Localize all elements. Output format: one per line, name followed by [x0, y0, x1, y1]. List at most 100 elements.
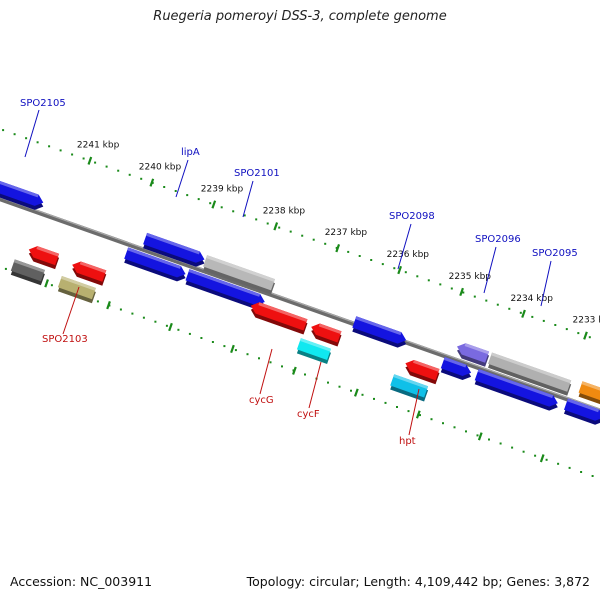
- gene-g8[interactable]: [488, 352, 572, 396]
- gene-g1[interactable]: [143, 232, 205, 267]
- gene-highlight: [146, 232, 200, 255]
- gene-highlight: [477, 369, 554, 399]
- lower-track-dot: [304, 373, 306, 376]
- gene-g2[interactable]: [124, 247, 186, 282]
- lower-track-dot: [96, 300, 99, 303]
- upper-track-dot: [519, 311, 522, 314]
- gene-body: [185, 269, 265, 306]
- lower-track-dot: [361, 393, 364, 396]
- major-tick: [459, 287, 464, 297]
- major-tick: [353, 388, 359, 397]
- gene-g3[interactable]: [203, 255, 275, 295]
- lower-track-dot: [142, 316, 145, 319]
- upper-track-dot: [197, 198, 200, 201]
- gene-highlight: [567, 398, 600, 413]
- backbone-highlight: [0, 196, 600, 410]
- tick-label-t2233: 2233 kbp: [573, 316, 600, 326]
- upper-track-dot: [393, 267, 396, 270]
- upper-track-dot: [232, 210, 235, 213]
- upper-track-dot: [186, 194, 189, 197]
- upper-track-dot: [542, 319, 545, 322]
- gene-g13[interactable]: [72, 261, 107, 286]
- lower-track-dot: [211, 341, 214, 343]
- gene-g16[interactable]: [250, 302, 308, 335]
- gene-highlight: [443, 357, 467, 368]
- lower-track-dot: [258, 357, 260, 360]
- gene-g17[interactable]: [311, 323, 342, 347]
- gene-g4[interactable]: [185, 269, 265, 310]
- lower-track-dot: [476, 434, 479, 437]
- upper-track-dot: [577, 332, 580, 335]
- gene-body: [143, 232, 205, 263]
- leader-line-g15: [62, 286, 80, 335]
- gene-label-g20[interactable]: hpt: [399, 436, 416, 447]
- gene-body: [124, 247, 186, 278]
- lower-track-dot: [580, 471, 583, 473]
- upper-track-dot: [255, 218, 258, 221]
- leader-line-g3: [242, 180, 254, 218]
- gene-body: [28, 246, 60, 266]
- major-tick: [230, 344, 235, 354]
- gene-label-g15[interactable]: SPO2103: [42, 334, 88, 345]
- upper-track-dot: [209, 202, 212, 205]
- upper-track-dot: [278, 226, 281, 229]
- tick-label-t2239: 2239 kbp: [201, 185, 244, 195]
- gene-label-g9[interactable]: SPO2095: [532, 248, 578, 259]
- gene-body: [440, 357, 472, 376]
- upper-track-dot: [554, 324, 557, 326]
- upper-track-dot: [531, 315, 534, 318]
- lower-track-dot: [453, 426, 456, 429]
- lower-track-dot: [350, 389, 352, 392]
- scale-ticks-layer: [2, 129, 594, 477]
- gene-g9[interactable]: [474, 369, 558, 411]
- major-tick: [44, 279, 49, 288]
- gene-label-g18[interactable]: cycF: [297, 409, 320, 420]
- upper-track-dot: [439, 283, 442, 286]
- upper-track-dot: [243, 214, 246, 217]
- gene-body: [203, 255, 275, 291]
- lower-track-dot: [50, 284, 53, 287]
- gene-label-g1[interactable]: lipA: [181, 147, 200, 158]
- gene-g10[interactable]: [578, 381, 600, 405]
- gene-g12[interactable]: [28, 246, 60, 270]
- leader-line-g16: [259, 348, 273, 395]
- upper-track-dot: [128, 173, 131, 176]
- major-tick: [168, 322, 173, 332]
- major-tick: [273, 222, 279, 231]
- gene-label-g21[interactable]: SPO2105: [20, 98, 66, 109]
- gene-label-g5[interactable]: SPO2098: [389, 211, 435, 222]
- lower-track-dot: [419, 414, 421, 417]
- major-tick: [292, 366, 297, 375]
- gene-g11[interactable]: [564, 398, 600, 425]
- lower-track-dot: [534, 454, 537, 457]
- gene-highlight: [355, 316, 402, 336]
- lower-track-dot: [522, 450, 525, 453]
- upper-track-dot: [416, 275, 419, 278]
- gene-highlight: [36, 246, 60, 257]
- gene-g18[interactable]: [296, 338, 331, 364]
- upper-track-dot: [94, 161, 97, 164]
- gene-label-g3[interactable]: SPO2101: [234, 168, 280, 179]
- upper-track-dot: [427, 279, 430, 282]
- gene-label-g16[interactable]: cycG: [249, 395, 274, 406]
- gene-body: [457, 343, 490, 363]
- gene-g7[interactable]: [440, 357, 472, 380]
- gene-g6[interactable]: [457, 343, 490, 367]
- upper-track-dot: [462, 291, 465, 294]
- major-tick: [397, 265, 403, 275]
- major-tick: [521, 309, 526, 318]
- genome-summary-text: Topology: circular; Length: 4,109,442 bp…: [246, 574, 590, 589]
- gene-g5[interactable]: [352, 316, 407, 348]
- gene-g19[interactable]: [405, 360, 440, 385]
- upper-track-dot: [370, 259, 373, 261]
- tick-label-t2237: 2237 kbp: [325, 228, 368, 238]
- gene-g14[interactable]: [10, 259, 45, 286]
- upper-track-dot: [36, 141, 39, 144]
- lower-track-dot: [511, 446, 514, 449]
- tick-label-t2236: 2236 kbp: [387, 250, 430, 260]
- gene-label-g6[interactable]: SPO2096: [475, 234, 521, 245]
- upper-track-dot: [163, 186, 166, 188]
- gene-g0[interactable]: [0, 173, 44, 210]
